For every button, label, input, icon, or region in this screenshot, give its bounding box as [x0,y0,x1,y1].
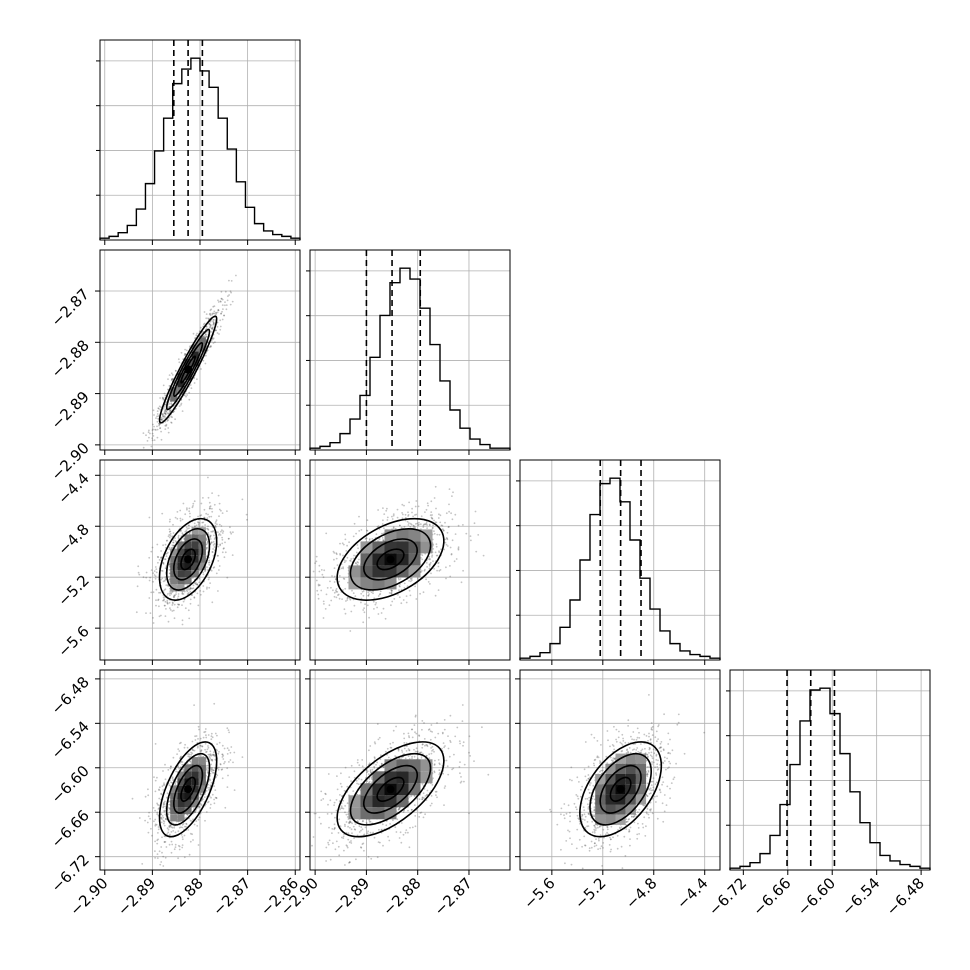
scatter-panel-4-3 [519,669,721,871]
x-tick-label: −2.87 [431,874,476,919]
contour-level-4 [158,741,218,838]
scatter-panel-4-1 [99,669,301,871]
histogram-step [99,57,301,240]
peak-marker [616,785,625,794]
panel-border [309,459,511,661]
x-tick-label: −6.60 [794,874,839,919]
scatter-panel-3-1 [99,459,301,661]
contour-level-2 [363,538,418,581]
y-tick-label: −6.66 [48,806,93,851]
contour-level-3 [165,328,211,411]
panel-border [729,669,931,871]
contour-level-4 [158,315,218,424]
y-tick-label: −2.87 [48,285,93,330]
panel-border [519,459,721,661]
scatter-panel-3-2 [309,459,511,661]
peak-marker [184,785,193,794]
contour-level-3 [589,752,652,826]
y-tick-label: −6.54 [48,717,93,762]
panel-border [519,669,721,871]
histogram-step [309,267,511,450]
y-tick-label: −2.89 [48,388,93,433]
y-tick-label: −5.6 [54,622,92,660]
panel-border [309,669,511,871]
x-tick-label: −6.54 [838,874,883,919]
contour-level-2 [172,538,204,581]
panel-border [309,249,511,451]
y-tick-label: −6.60 [48,762,93,807]
x-axis-4: −6.72 −6.66 −6.60 −6.54 −6.48 [705,870,928,919]
histogram-panel-2 [306,249,511,451]
x-tick-label: −5.2 [571,874,609,912]
peak-marker [184,555,193,564]
y-tick-label: −2.88 [48,336,93,381]
x-tick-label: −2.88 [379,874,424,919]
contour-level-1 [180,776,197,802]
contour-level-3 [349,528,432,591]
y-tick-label: −6.48 [48,673,93,718]
y-tick-label: −4.8 [54,520,92,558]
scatter-panel-4-2 [309,669,511,871]
scatter-panel-2-1 [99,249,301,451]
contour-level-2 [173,342,204,397]
contour-level-2 [363,764,418,814]
contour-level-3 [165,752,211,826]
x-tick-label: −2.89 [114,874,159,919]
histogram-step [729,687,931,870]
x-tick-label: −5.6 [520,874,558,912]
x-tick-label: −2.87 [209,874,254,919]
y-axis-2: −2.90−2.89−2.88−2.87 [48,285,100,484]
x-tick-label: −2.89 [328,874,373,919]
x-tick-label: −2.88 [162,874,207,919]
y-tick-label: −5.2 [54,571,92,609]
contour-level-4 [579,741,663,838]
peak-marker [386,555,395,564]
x-tick-label: −6.48 [883,874,928,919]
contour-level-3 [165,528,211,591]
peak-marker [184,365,193,374]
contour-level-4 [158,517,218,601]
peak-marker [386,785,395,794]
contour-level-2 [173,764,204,814]
contour-level-3 [349,752,432,826]
histogram-panel-3 [516,459,721,661]
contour-level-1 [180,548,197,571]
contour-level-1 [376,548,405,571]
contour-level-4 [336,741,445,838]
x-tick-label: −6.72 [705,874,750,919]
contour-level-1 [376,776,405,802]
histogram-panel-1 [96,39,301,241]
x-tick-label: −6.66 [749,874,794,919]
contour-level-1 [609,776,632,802]
contour-level-4 [336,517,445,601]
histogram-panel-4 [726,669,931,871]
x-tick-label: −4.8 [622,874,660,912]
contour-level-2 [599,764,642,814]
